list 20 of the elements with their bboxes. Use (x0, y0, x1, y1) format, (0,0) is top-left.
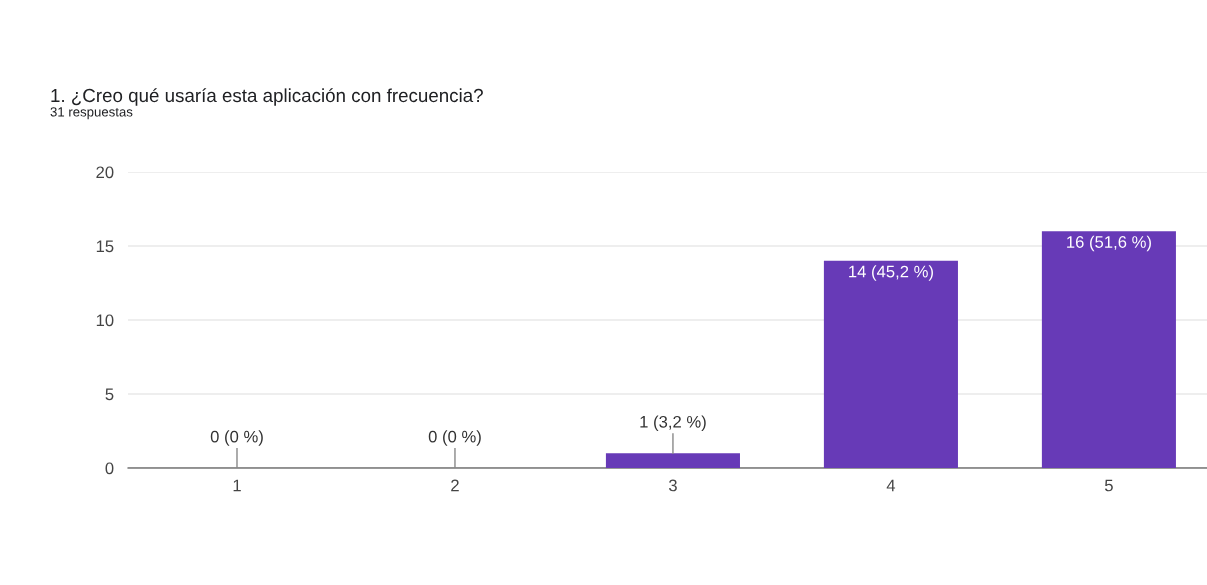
data-label: 14 (45,2 %) (849, 265, 933, 281)
y-tick-label: 0 (105, 462, 114, 475)
data-label: 16 (51,6 %) (1067, 235, 1151, 252)
x-tick-label: 5 (1104, 479, 1113, 492)
data-label: 1 (3,2 %) (640, 415, 706, 431)
x-tick-label: 4 (886, 479, 896, 492)
bar (823, 260, 958, 468)
y-tick-label: 15 (96, 240, 114, 253)
x-tick-label: 1 (233, 479, 241, 492)
chart-title: 1. ¿Creo qué usaría esta aplicación con frecuencia? (51, 88, 483, 106)
data-label: 0 (0 %) (428, 430, 481, 446)
chart-subtitle: 31 respuestas (50, 107, 133, 120)
bar (605, 453, 740, 468)
y-tick-label: 5 (105, 388, 114, 401)
data-label: 0 (0 %) (210, 430, 263, 446)
x-tick-label: 3 (668, 479, 677, 492)
x-tick-label: 2 (451, 479, 459, 492)
bar (1041, 231, 1176, 468)
y-tick-label: 10 (96, 314, 114, 327)
y-tick-label: 20 (96, 166, 114, 179)
